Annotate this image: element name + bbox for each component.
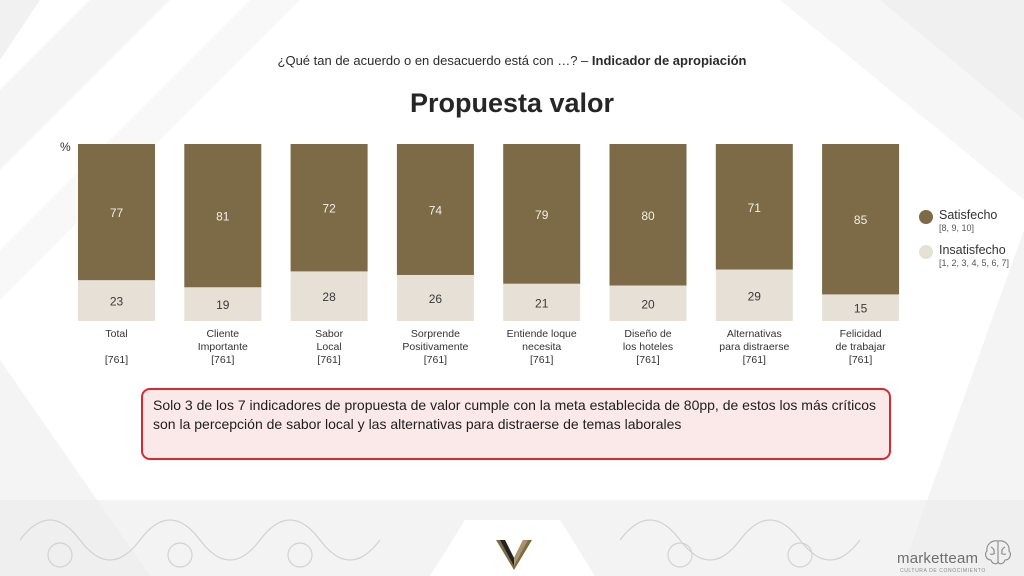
legend: Satisfecho [8, 9, 10] Insatisfecho [1, 2… — [919, 208, 1024, 278]
page-title: Propuesta valor — [409, 88, 615, 118]
category-label: [761] — [317, 354, 340, 366]
data-label-satisfecho: 79 — [535, 208, 549, 222]
unit-label: % — [60, 140, 71, 154]
data-label-satisfecho: 71 — [748, 201, 762, 215]
data-label-insatisfecho: 20 — [641, 297, 655, 311]
bar-satisfecho — [290, 144, 368, 272]
category-label: [761] — [743, 354, 766, 366]
data-label-satisfecho: 77 — [110, 206, 124, 220]
bar-satisfecho — [715, 144, 793, 270]
legend-swatch-insatisfecho — [919, 245, 933, 259]
category-label: Alternativas — [727, 328, 782, 340]
category-label: Cliente — [206, 328, 239, 340]
category-label: Sabor — [315, 328, 344, 340]
stacked-bar-chart: 7723Total[761]8119ClienteImportante[761]… — [78, 144, 900, 366]
data-label-satisfecho: 80 — [641, 209, 655, 223]
bar-insatisfecho — [290, 271, 368, 321]
legend-detail-satisfecho: [8, 9, 10] — [939, 223, 975, 233]
data-label-insatisfecho: 19 — [216, 298, 230, 312]
bar-insatisfecho — [184, 287, 262, 321]
bar-satisfecho — [503, 144, 581, 284]
category-label: [761] — [105, 354, 128, 366]
bar-insatisfecho — [78, 280, 155, 321]
legend-item-satisfecho: Satisfecho [8, 9, 10] — [919, 208, 1024, 233]
bar-satisfecho — [396, 144, 474, 275]
category-label: Total — [105, 328, 127, 340]
category-label: Local — [317, 341, 342, 353]
bar-insatisfecho — [609, 285, 687, 321]
category-label: Importante — [198, 341, 248, 353]
category-label: [761] — [211, 354, 234, 366]
legend-item-insatisfecho: Insatisfecho [1, 2, 3, 4, 5, 6, 7] — [919, 243, 1024, 268]
data-label-insatisfecho: 28 — [322, 290, 336, 304]
legend-detail-insatisfecho: [1, 2, 3, 4, 5, 6, 7] — [939, 258, 1010, 268]
category-label: los hoteles — [623, 341, 673, 353]
data-label-insatisfecho: 26 — [429, 292, 443, 306]
bar-satisfecho — [184, 144, 262, 288]
mv-logo-icon — [496, 540, 532, 570]
data-label-satisfecho: 85 — [854, 213, 868, 227]
data-label-insatisfecho: 21 — [535, 296, 549, 310]
chart-subtitle: ¿Qué tan de acuerdo o en desacuerdo está… — [277, 53, 747, 68]
bar-insatisfecho — [822, 294, 900, 321]
brand-name: marketteam — [897, 550, 979, 567]
category-label: [761] — [849, 354, 872, 366]
bar-satisfecho — [822, 144, 900, 295]
category-label: [761] — [530, 354, 553, 366]
data-label-satisfecho: 74 — [429, 203, 443, 217]
legend-label-satisfecho: Satisfecho — [939, 208, 998, 222]
data-label-insatisfecho: 15 — [854, 302, 868, 316]
data-label-insatisfecho: 29 — [748, 289, 762, 303]
bar-insatisfecho — [503, 283, 581, 321]
bar-satisfecho — [609, 144, 687, 286]
legend-label-insatisfecho: Insatisfecho — [939, 243, 1006, 257]
category-label: Felicidad — [840, 328, 882, 340]
category-label: Positivamente — [402, 341, 468, 353]
data-label-satisfecho: 72 — [322, 202, 336, 216]
category-label: Sorprende — [411, 328, 460, 340]
bar-insatisfecho — [715, 269, 793, 321]
brain-icon — [985, 540, 1011, 565]
bar-insatisfecho — [396, 274, 474, 321]
data-label-insatisfecho: 23 — [110, 295, 124, 309]
legend-swatch-satisfecho — [919, 210, 933, 224]
category-label: de trabajar — [835, 341, 886, 353]
category-label: [761] — [636, 354, 659, 366]
category-label: [761] — [424, 354, 447, 366]
category-label: necesita — [522, 341, 561, 353]
insight-callout: Solo 3 de los 7 indicadores de propuesta… — [141, 388, 891, 460]
category-label: para distraerse — [719, 341, 789, 353]
category-label: Diseño de — [624, 328, 671, 340]
brand-tagline: CULTURA DE CONOCIMIENTO — [900, 568, 986, 574]
bar-satisfecho — [78, 144, 155, 281]
category-label: Entiende loque — [507, 328, 577, 340]
data-label-satisfecho: 81 — [216, 210, 230, 224]
